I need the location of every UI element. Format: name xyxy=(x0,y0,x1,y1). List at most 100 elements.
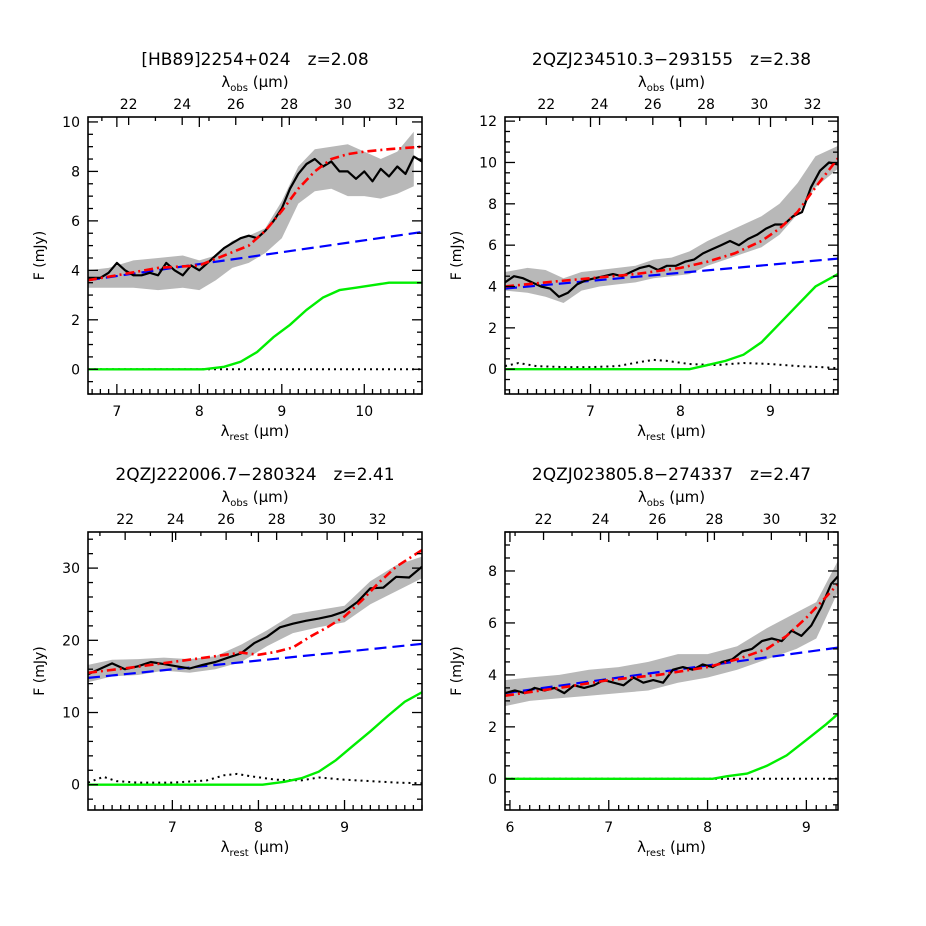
x2-tick-label: 26 xyxy=(649,512,667,528)
x-axis-label: λrest (μm) xyxy=(221,838,290,859)
x2-tick-label: 26 xyxy=(217,512,235,528)
model-fit-line xyxy=(505,157,838,288)
x-axis-label: λrest (μm) xyxy=(221,422,290,443)
panel-frame xyxy=(87,116,423,395)
x-tick-label: 8 xyxy=(676,404,685,420)
x2-axis-label: λobs (μm) xyxy=(638,73,705,94)
panel-frame xyxy=(504,116,839,395)
x2-tick-label: 26 xyxy=(644,97,662,113)
y-tick-label: 8 xyxy=(488,197,497,213)
x-tick-label: 7 xyxy=(168,820,177,836)
silicate-curve xyxy=(88,281,422,371)
panel-title: 2QZJ222006.7−280324 z=2.41 xyxy=(115,465,394,485)
y-tick-label: 6 xyxy=(488,616,497,632)
y-tick-label: 2 xyxy=(488,321,497,337)
panel-4: 6 7 8 922 24 26 28 30 32024682QZJ023805.8−274337… xyxy=(449,465,839,859)
uncertainty-band xyxy=(505,145,838,303)
y-tick-label: 8 xyxy=(71,164,80,180)
y-axis-label: F (mJy) xyxy=(449,231,465,280)
x-tick-label: 10 xyxy=(355,404,373,420)
y-tick-label: 10 xyxy=(62,706,80,722)
tick-marks xyxy=(505,531,838,810)
x2-tick-label: 32 xyxy=(387,97,405,113)
tick-marks xyxy=(505,117,838,394)
y-tick-label: 12 xyxy=(479,114,497,130)
tick-marks xyxy=(88,532,423,810)
x-tick-label: 6 xyxy=(505,820,514,836)
silicate-curve xyxy=(88,691,422,786)
plot-area xyxy=(505,560,838,780)
y-tick-label: 0 xyxy=(71,362,80,378)
panel-2: 7 8 922 24 26 28 30 320246810122QZJ234510.3−293… xyxy=(449,50,839,443)
x2-tick-label: 30 xyxy=(750,97,768,113)
y-axis-label: F (mJy) xyxy=(449,646,465,695)
x2-tick-label: 28 xyxy=(697,97,715,113)
x-tick-label: 9 xyxy=(802,820,811,836)
plot-area xyxy=(88,131,422,371)
x-tick-label: 7 xyxy=(604,820,613,836)
x2-tick-label: 24 xyxy=(167,512,185,528)
y-tick-label: 6 xyxy=(488,238,497,254)
y-tick-label: 4 xyxy=(488,668,497,684)
x-tick-label: 8 xyxy=(703,820,712,836)
x-tick-label: 7 xyxy=(586,404,595,420)
x2-axis-label: λobs (μm) xyxy=(638,488,705,509)
x2-tick-label: 22 xyxy=(535,512,553,528)
x2-tick-label: 24 xyxy=(592,512,610,528)
x2-tick-label: 32 xyxy=(804,97,822,113)
y-tick-label: 6 xyxy=(71,214,80,230)
model-fit-line xyxy=(505,583,838,697)
uncertainty-band xyxy=(88,131,414,291)
y-tick-label: 0 xyxy=(488,772,497,788)
x-tick-label: 8 xyxy=(254,820,263,836)
model-fit-line xyxy=(88,145,422,282)
y-tick-label: 4 xyxy=(71,263,80,279)
x2-tick-label: 22 xyxy=(537,97,555,113)
y-tick-label: 2 xyxy=(488,720,497,736)
model-fit-line xyxy=(88,549,422,675)
x2-tick-label: 32 xyxy=(819,512,837,528)
y-axis-label: F (mJy) xyxy=(32,646,48,695)
x-tick-label: 9 xyxy=(766,404,775,420)
continuum-line xyxy=(88,642,422,679)
plot-area xyxy=(505,145,838,371)
spectrum-line xyxy=(88,565,422,676)
plot-area xyxy=(88,549,422,786)
silicate-curve xyxy=(505,273,838,371)
x-tick-label: 7 xyxy=(112,404,121,420)
x2-tick-label: 26 xyxy=(227,97,245,113)
x2-tick-label: 28 xyxy=(705,512,723,528)
x2-tick-label: 22 xyxy=(116,512,134,528)
x2-axis-label: λobs (μm) xyxy=(221,488,288,509)
continuum-line xyxy=(88,230,422,282)
x2-axis-label: λobs (μm) xyxy=(221,73,288,94)
x2-tick-label: 22 xyxy=(120,97,138,113)
x2-tick-label: 30 xyxy=(318,512,336,528)
continuum-line xyxy=(505,257,838,290)
panel-frame xyxy=(504,531,839,811)
panel-title: 2QZJ234510.3−293155 z=2.38 xyxy=(532,50,811,70)
x2-tick-label: 32 xyxy=(369,512,387,528)
x-tick-label: 9 xyxy=(277,404,286,420)
y-tick-label: 0 xyxy=(488,362,497,378)
x2-tick-label: 24 xyxy=(173,97,191,113)
x2-tick-label: 30 xyxy=(334,97,352,113)
y-tick-label: 10 xyxy=(62,115,80,131)
y-tick-label: 20 xyxy=(62,633,80,649)
panel-3: 7 8 9 22 24 26 28 30 32 0 10 20 30 2QZJ222006.7−28032… xyxy=(32,465,423,859)
silicate-curve xyxy=(505,712,838,780)
y-tick-label: 4 xyxy=(488,280,497,296)
y-tick-label: 8 xyxy=(488,564,497,580)
y-axis-label: F (mJy) xyxy=(32,231,48,280)
y-tick-label: 0 xyxy=(71,778,80,794)
x2-tick-label: 24 xyxy=(591,97,609,113)
x-axis-label: λrest (μm) xyxy=(637,422,706,443)
x-tick-label: 8 xyxy=(195,404,204,420)
panel-frame xyxy=(87,531,423,811)
panel-title: 2QZJ023805.8−274337 z=2.47 xyxy=(532,465,811,485)
pah-curve xyxy=(88,772,422,785)
pah-curve xyxy=(505,358,838,370)
panel-title: [HB89]2254+024 z=2.08 xyxy=(141,50,368,70)
